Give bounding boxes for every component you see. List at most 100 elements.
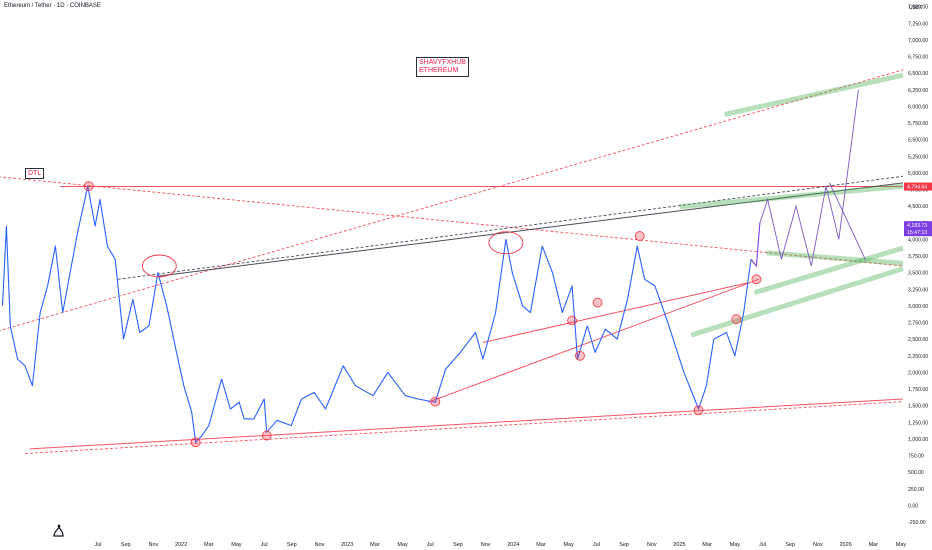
symbol-title[interactable]: Ethereum / Tether · 1D · COINBASE: [4, 3, 101, 9]
x-tick-label: 2022: [175, 542, 187, 548]
x-tick-label: Sep: [619, 542, 629, 548]
level-4794-label-bg: [904, 182, 932, 191]
y-tick-label: 1,750.00: [908, 387, 928, 393]
y-tick-label: 5,500.00: [908, 138, 928, 144]
x-tick-label: Mar: [702, 542, 712, 548]
x-tick-label: May: [231, 542, 242, 548]
tradingview-logo-icon[interactable]: [50, 522, 68, 540]
y-tick-label: 6,750.00: [908, 55, 928, 61]
trendline-3: [29, 398, 904, 450]
x-tick-label: May: [397, 542, 408, 548]
green-zone-1: [766, 250, 904, 266]
y-tick-label: -250.00: [908, 520, 926, 526]
y-tick-label: 0.00: [908, 503, 918, 509]
y-tick-label: 2,750.00: [908, 321, 928, 327]
axis-currency-label[interactable]: USDT: [909, 5, 923, 11]
time-axis[interactable]: Jul Sep Nov 2022 Mar May Jul Sep Nov 2023 Mar May Ju…: [94, 542, 906, 548]
projection-path: [759, 89, 859, 267]
x-tick-label: Mar: [536, 542, 546, 548]
price-axis[interactable]: -250.00 0.00 250.00 500.00 750.00 1,000.00 1,2…: [908, 5, 928, 526]
x-tick-label: Nov: [647, 542, 657, 548]
pivot-circle-2: [693, 405, 704, 416]
y-tick-label: 5,000.00: [908, 171, 928, 177]
x-tick-label: May: [564, 542, 575, 548]
y-tick-label: 2,000.00: [908, 370, 928, 376]
projection-path-2: [829, 182, 866, 260]
pivot-ellipse-1: [488, 231, 524, 255]
y-tick-label: 2,500.00: [908, 337, 928, 343]
y-tick-label: 500.00: [908, 470, 924, 476]
pivot-circle-3: [575, 350, 585, 361]
x-tick-label: Jul: [427, 542, 434, 548]
x-tick-label: Jul: [593, 542, 600, 548]
green-zone-4: [679, 183, 904, 210]
marker-layer: [83, 181, 762, 448]
x-tick-label: Nov: [315, 542, 325, 548]
y-tick-label: 5,750.00: [908, 121, 928, 127]
pivot-circle-8: [751, 274, 762, 285]
level-4794-label: 4,794.64: [907, 185, 927, 191]
x-tick-label: 2025: [673, 542, 685, 548]
x-tick-label: Nov: [148, 542, 158, 548]
current-price-label: 4,183.73: [907, 223, 927, 229]
y-tick-label: 750.00: [908, 454, 924, 460]
y-tick-label: 7,250.00: [908, 21, 928, 27]
x-tick-label: May: [730, 542, 741, 548]
author-watermark: SHAVYFXHUB ETHEREUM: [416, 57, 469, 77]
x-tick-label: Mar: [869, 542, 879, 548]
y-tick-label: 1,500.00: [908, 404, 928, 410]
trendline-8: [117, 175, 904, 280]
price-series-layer: [1, 89, 866, 443]
y-tick-label: 6,250.00: [908, 88, 928, 94]
green-zone-0: [724, 72, 904, 117]
x-tick-label: Nov: [813, 542, 823, 548]
dtl-label: DTL: [25, 168, 45, 179]
y-tick-label: 6,500.00: [908, 71, 928, 77]
y-tick-label: 5,250.00: [908, 154, 928, 160]
x-tick-label: Jul: [261, 542, 268, 548]
current-price-label-bg: [904, 221, 932, 230]
y-tick-label: 4,500.00: [908, 204, 928, 210]
x-tick-label: Mar: [204, 542, 214, 548]
pivot-circle-9: [83, 181, 94, 192]
countdown-label: 15:47:13: [907, 230, 927, 236]
trendline-2: [0, 69, 904, 331]
x-tick-label: 2023: [341, 542, 353, 548]
trendline-6: [482, 282, 749, 343]
y-tick-label: 7,500.00: [908, 5, 928, 11]
y-tick-label: 7,000.00: [908, 38, 928, 44]
pivot-circle-10: [634, 231, 645, 241]
x-tick-label: Sep: [453, 542, 463, 548]
y-tick-label: 3,000.00: [908, 304, 928, 310]
trendline-5: [427, 278, 760, 403]
y-tick-label: 3,500.00: [908, 271, 928, 277]
green-zone-2: [753, 245, 904, 295]
y-tick-label: 250.00: [908, 487, 924, 493]
y-tick-label: 2,250.00: [908, 354, 928, 360]
x-tick-label: Sep: [785, 542, 795, 548]
countdown-label-bg: [904, 228, 932, 237]
x-tick-label: 2026: [839, 542, 851, 548]
x-tick-label: Mar: [370, 542, 380, 548]
x-tick-label: Sep: [121, 542, 131, 548]
watermark-asset: ETHEREUM: [419, 67, 459, 74]
pivot-circle-0: [190, 437, 201, 448]
y-tick-label: 4,000.00: [908, 237, 928, 243]
y-tick-label: 3,250.00: [908, 287, 928, 293]
trendline-4: [24, 401, 904, 454]
pivot-circle-7: [731, 314, 742, 325]
x-tick-label: May: [896, 542, 907, 548]
price-series-line: [1, 185, 752, 443]
trendline-7: [159, 182, 904, 277]
pivot-circle-4: [567, 315, 577, 326]
x-tick-label: Sep: [287, 542, 297, 548]
watermark-author: SHAVYFXHUB: [419, 59, 466, 66]
x-tick-label: Nov: [481, 542, 491, 548]
pivot-circle-6: [430, 396, 441, 407]
trendline-1: [0, 176, 904, 267]
pivot-ellipse-0: [141, 254, 177, 278]
x-tick-label: Jul: [759, 542, 766, 548]
pivot-circle-1: [261, 430, 272, 441]
